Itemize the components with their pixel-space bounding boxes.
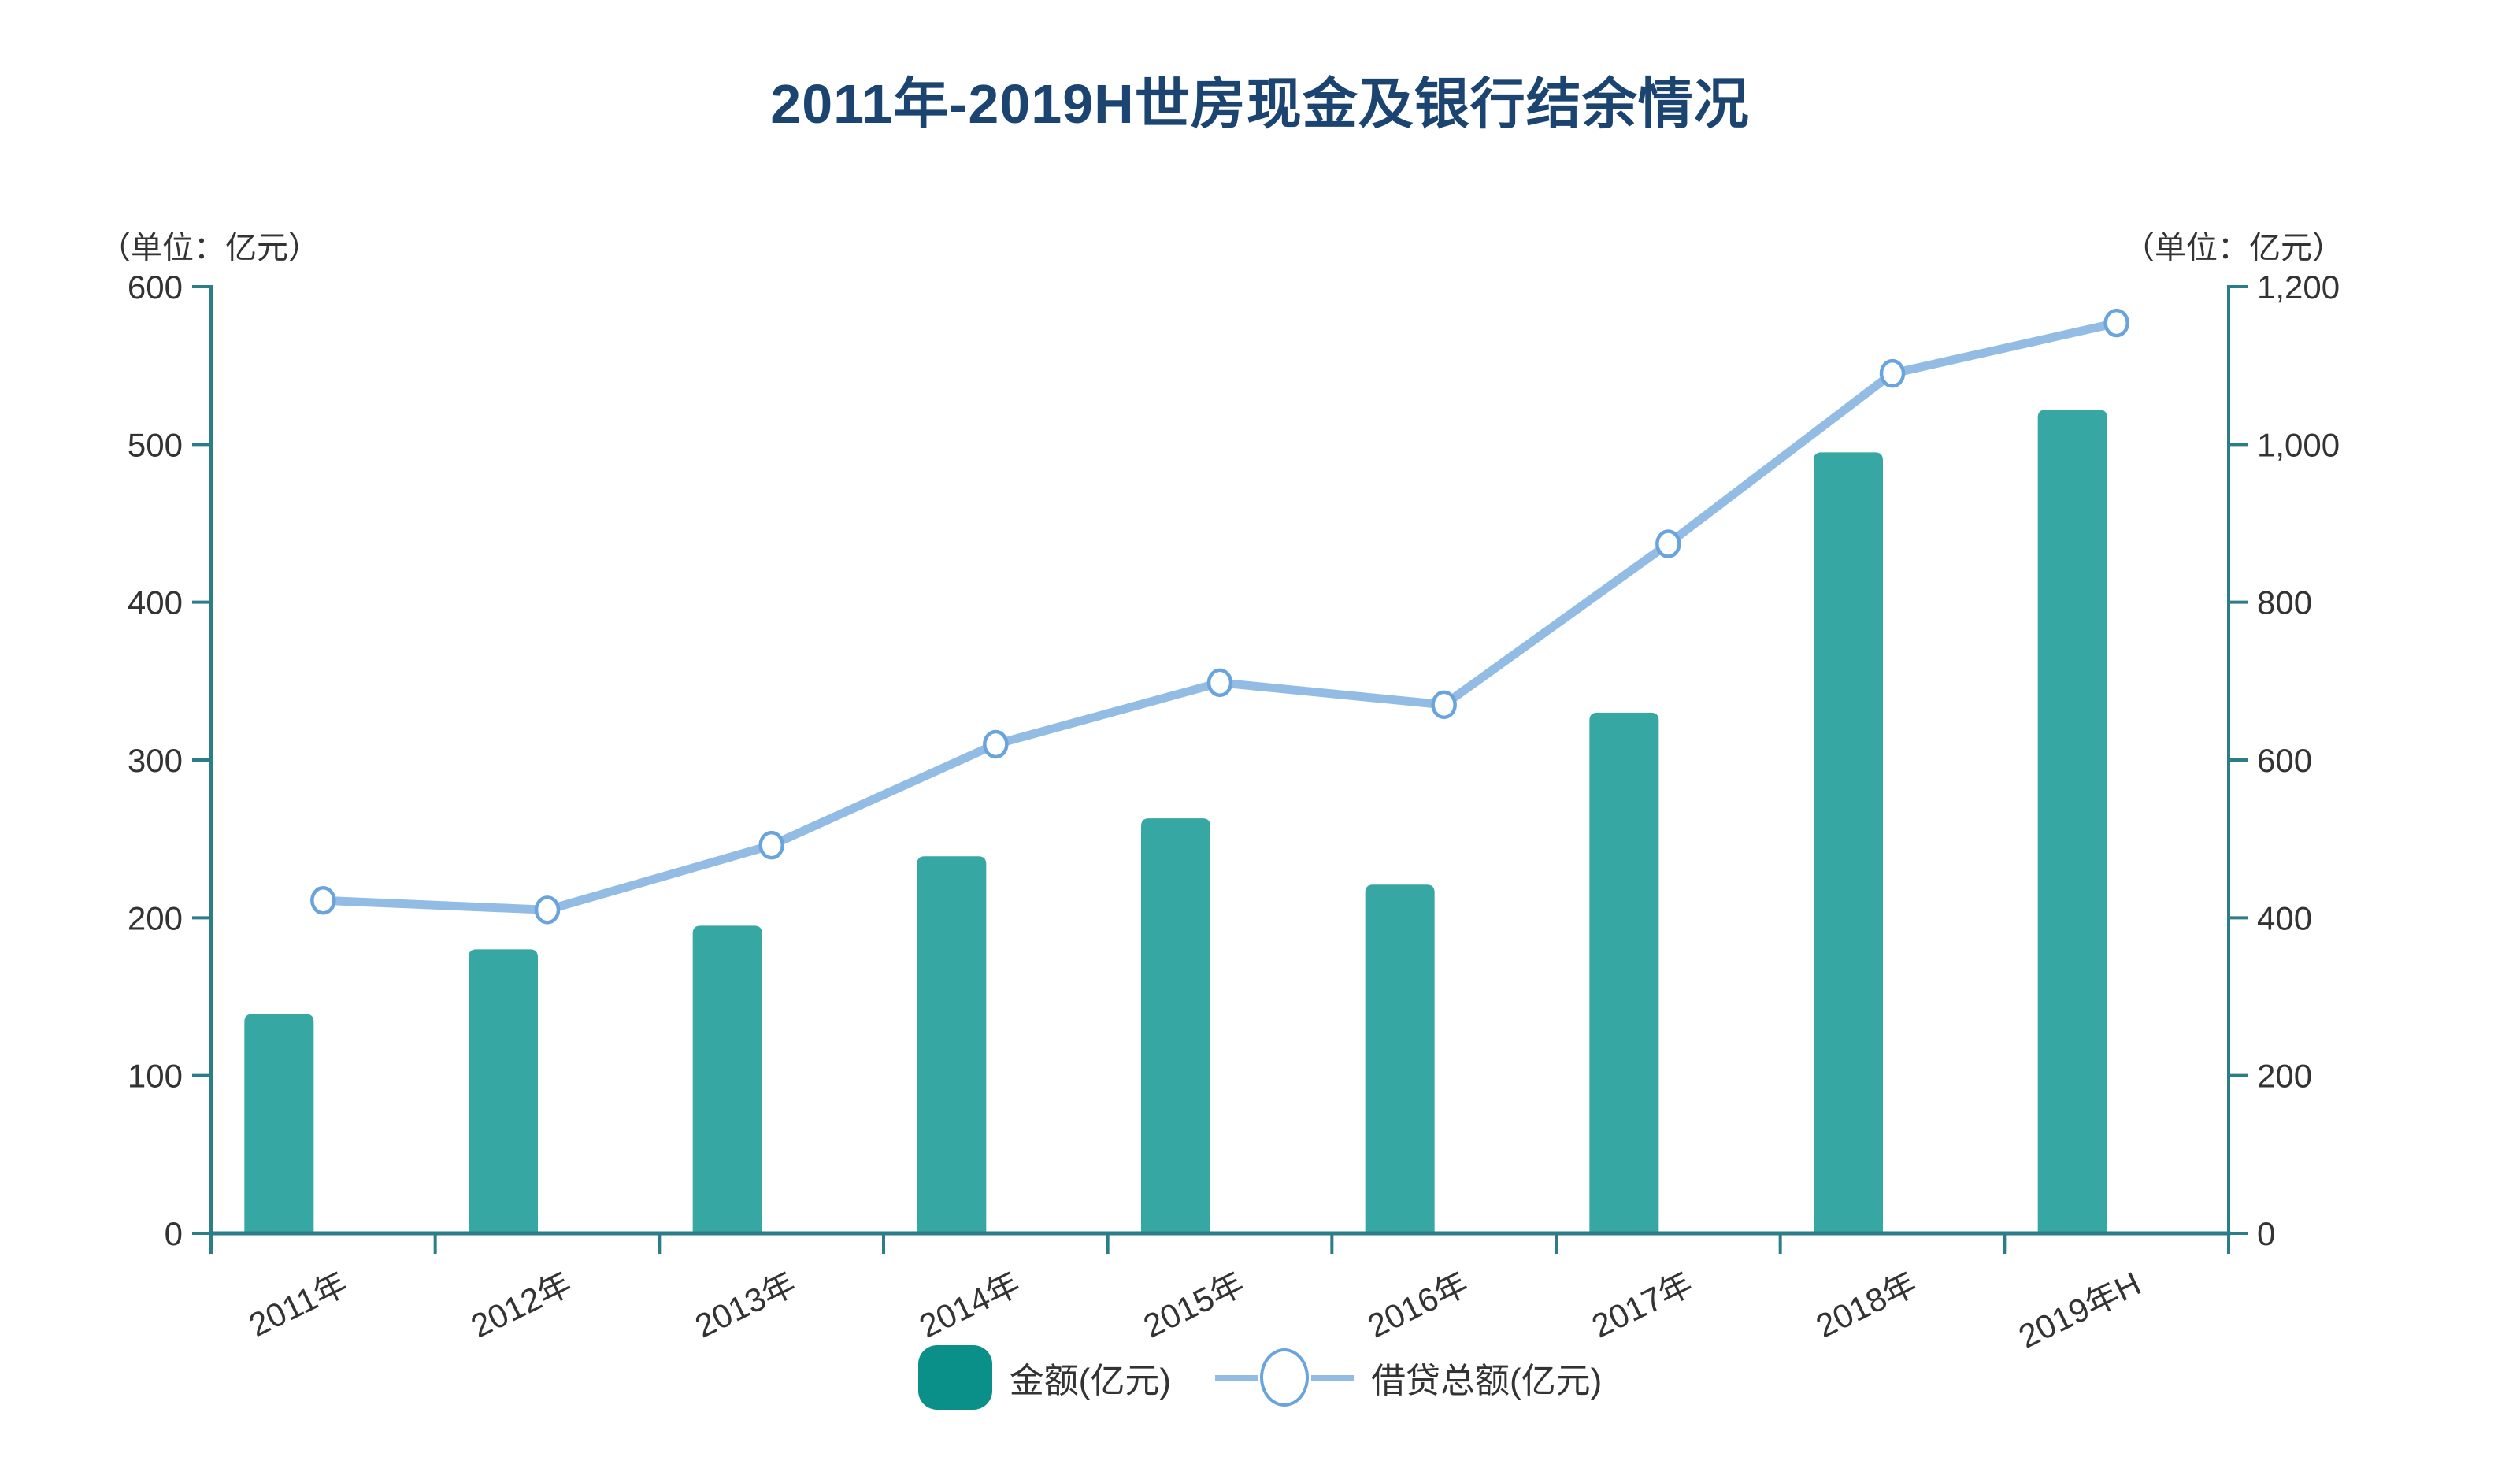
right-axis-tick-label: 800 xyxy=(2257,584,2312,621)
legend-line-label: 借贷总额(亿元) xyxy=(1371,1362,1603,1400)
left-axis-tick-label: 100 xyxy=(128,1058,183,1095)
line-point-2018年 xyxy=(1879,358,1906,388)
right-axis-tick-label: 1,200 xyxy=(2257,269,2340,306)
line-point-2015年 xyxy=(1206,668,1233,698)
bar-2017年 xyxy=(1589,712,1659,1233)
left-axis-unit-label: （单位：亿元） xyxy=(99,231,320,265)
right-axis-tick-label: 600 xyxy=(2257,742,2312,779)
bar-2013年 xyxy=(692,925,762,1233)
bar-2011年 xyxy=(244,1014,314,1233)
left-axis-tick-label: 500 xyxy=(128,426,183,463)
chart-title: 2011年-2019H世房现金及银行结余情况 xyxy=(770,73,1750,135)
line-point-2011年 xyxy=(310,886,336,915)
x-axis-label-2013年: 2013年 xyxy=(689,1265,801,1345)
line-point-2019年H xyxy=(2103,308,2129,338)
bar-2015年 xyxy=(1141,818,1210,1233)
line-point-2014年 xyxy=(983,729,1009,759)
left-axis-tick-label: 400 xyxy=(128,584,183,621)
x-axis-label-2018年: 2018年 xyxy=(1810,1265,1922,1345)
line-point-2013年 xyxy=(758,830,784,860)
x-axis-label-2016年: 2016年 xyxy=(1362,1265,1473,1345)
x-axis-label-2015年: 2015年 xyxy=(1138,1265,1250,1345)
x-axis-label-2012年: 2012年 xyxy=(465,1265,577,1345)
bar-2012年 xyxy=(469,949,538,1233)
x-axis-label-2014年: 2014年 xyxy=(914,1265,1025,1345)
right-axis-tick-label: 0 xyxy=(2257,1215,2275,1252)
bar-2016年 xyxy=(1365,884,1435,1233)
right-axis-unit-label: （单位：亿元） xyxy=(2123,231,2344,265)
chart-legend: 金额(亿元) 借贷总额(亿元) xyxy=(0,1345,2520,1410)
bar-series-group xyxy=(244,410,2107,1233)
line-point-2012年 xyxy=(534,895,561,925)
x-axis-label-2017年: 2017年 xyxy=(1586,1265,1698,1345)
left-axis-tick-label: 200 xyxy=(128,899,183,936)
line-marker-group xyxy=(310,308,2129,925)
legend-item-amount[interactable]: 金额(亿元) xyxy=(917,1345,1171,1410)
bar-series-swatch-icon xyxy=(917,1345,992,1410)
x-axis-label-2019年H: 2019年H xyxy=(2013,1265,2147,1355)
bar-2014年 xyxy=(917,856,987,1233)
right-axis-tick-label: 1,000 xyxy=(2257,426,2340,463)
left-axis-tick-label: 300 xyxy=(128,742,183,779)
right-axis-tick-label: 200 xyxy=(2257,1058,2312,1095)
line-point-2017年 xyxy=(1655,529,1681,558)
line-point-2016年 xyxy=(1431,690,1457,720)
legend-bar-label: 金额(亿元) xyxy=(1009,1362,1171,1400)
legend-item-borrowings[interactable]: 借贷总额(亿元) xyxy=(1215,1347,1602,1408)
x-axis-label-2011年: 2011年 xyxy=(243,1265,354,1344)
line-series-marker-icon xyxy=(1215,1347,1354,1408)
left-axis-tick-label: 0 xyxy=(165,1215,183,1252)
bar-2018年 xyxy=(1814,452,1883,1233)
left-axis-tick-label: 600 xyxy=(128,269,183,306)
right-axis-tick-label: 400 xyxy=(2257,899,2312,936)
bar-2019年H xyxy=(2037,410,2107,1233)
